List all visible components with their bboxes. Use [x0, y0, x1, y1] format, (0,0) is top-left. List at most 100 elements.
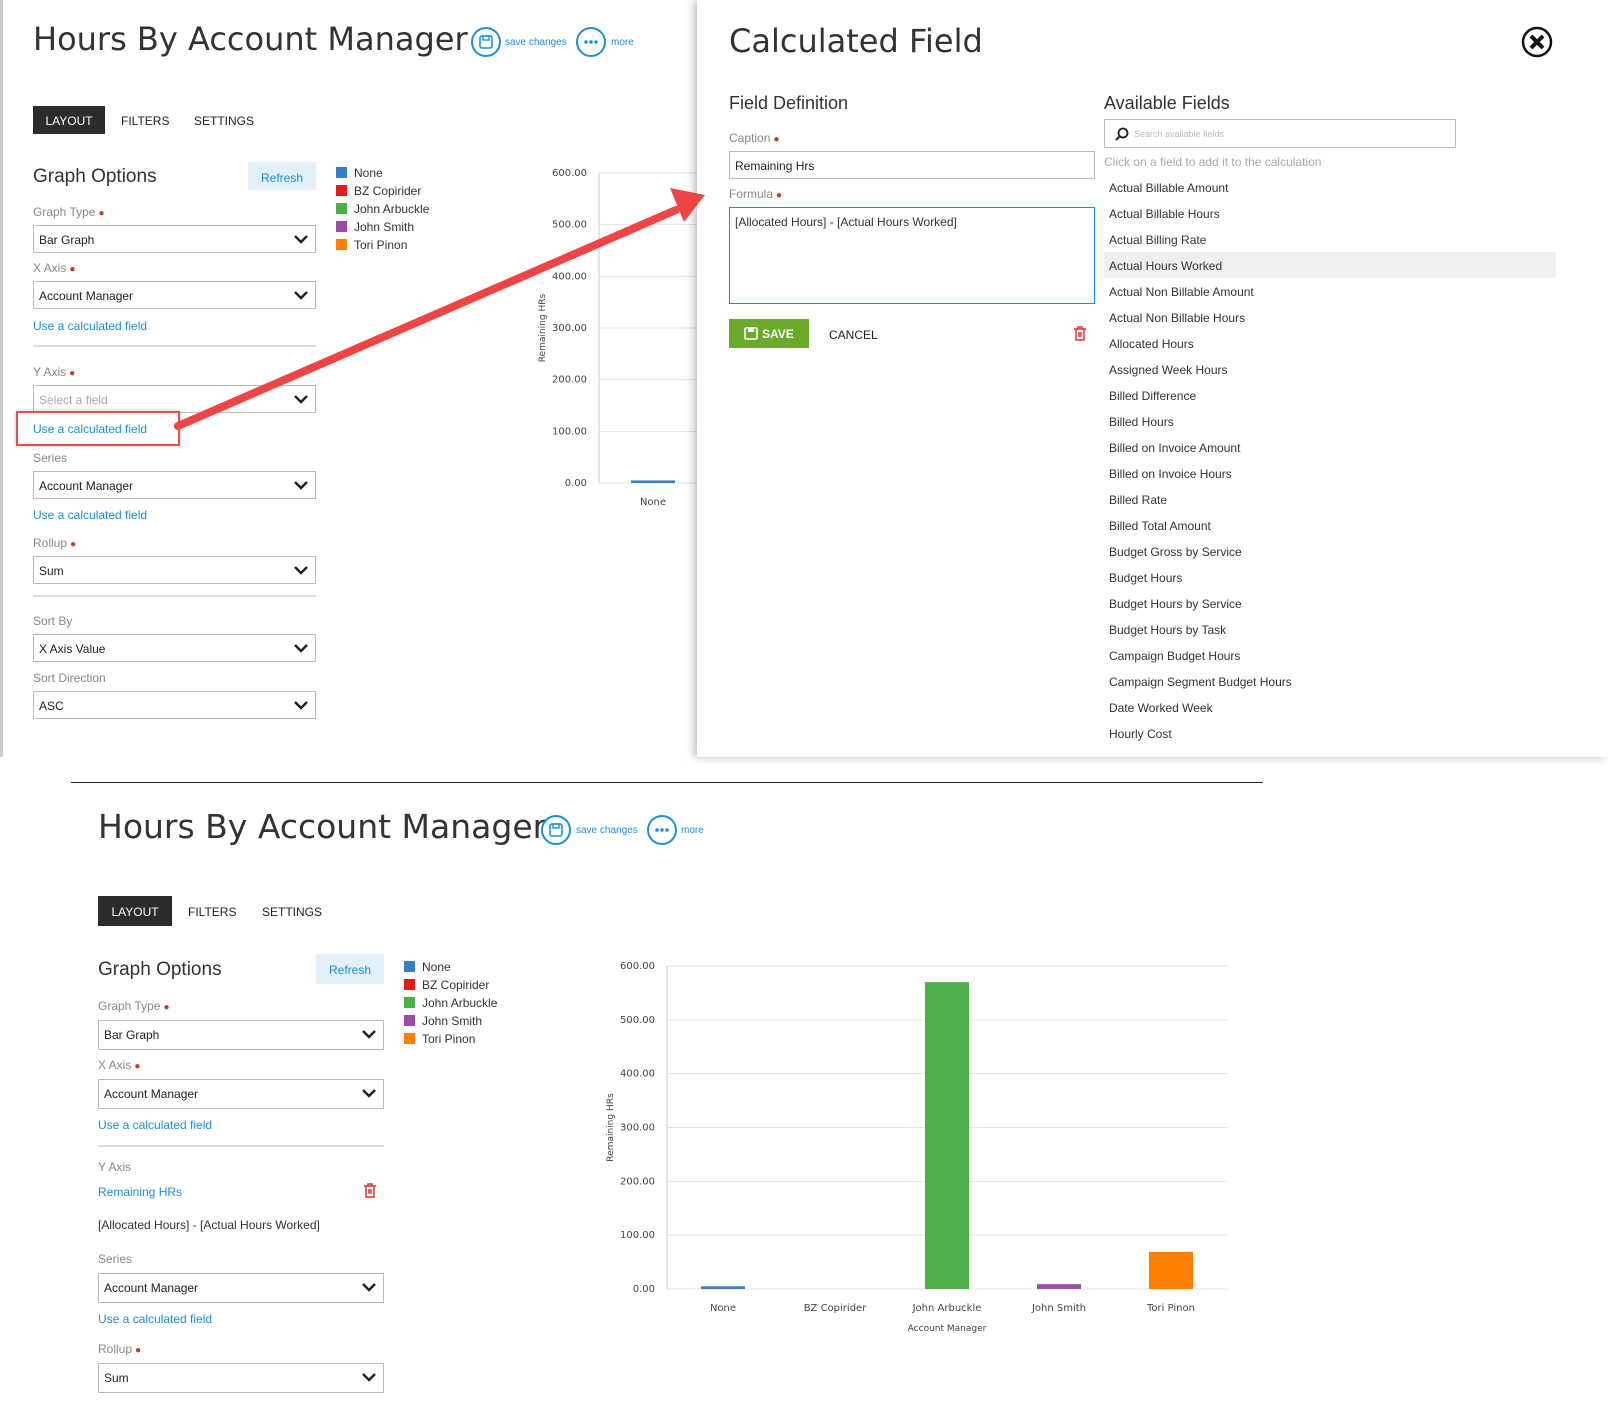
available-field-item[interactable]: Date Worked Week [1109, 701, 1213, 715]
save-button[interactable]: SAVE [729, 319, 809, 348]
report-title: Hours By Account Manager [98, 807, 547, 846]
available-field-item[interactable]: Billed Difference [1109, 389, 1197, 403]
bar-none[interactable] [701, 1286, 745, 1289]
y-axis-label: Y Axis ● [33, 365, 76, 379]
available-field-item[interactable]: Billed Hours [1109, 415, 1174, 429]
available-field-item[interactable]: Actual Non Billable Amount [1109, 285, 1254, 299]
available-fields-hint: Click on a field to add it to the calcul… [1104, 155, 1322, 169]
save-icon [744, 327, 758, 340]
legend-item-smith[interactable]: John Smith [336, 220, 429, 238]
series-calc-link[interactable]: Use a calculated field [98, 1312, 213, 1326]
y-tick-label: 200.00 [552, 375, 587, 386]
y-tick-label: 300.00 [620, 1123, 655, 1134]
trash-icon[interactable] [363, 1183, 377, 1198]
available-field-item[interactable]: Hourly Cost [1109, 727, 1172, 741]
sort-by-select[interactable]: X Axis Value [33, 634, 316, 662]
legend-item-none[interactable]: None [336, 166, 429, 184]
available-field-item[interactable]: Actual Billable Hours [1109, 207, 1220, 221]
available-field-item[interactable]: Campaign Segment Budget Hours [1109, 675, 1292, 689]
bar-john-smith[interactable] [1037, 1284, 1081, 1289]
available-field-item[interactable]: Actual Non Billable Hours [1109, 311, 1246, 325]
refresh-button[interactable]: Refresh [248, 162, 316, 190]
bottom-report-panel: Hours By Account Manager save changes mo… [0, 790, 1608, 1415]
series-select[interactable]: Account Manager [98, 1273, 384, 1303]
graph-type-select[interactable]: Bar Graph [33, 225, 316, 253]
y-axis-calc-link[interactable]: Use a calculated field [33, 422, 148, 436]
available-field-item[interactable]: Actual Hours Worked [1104, 252, 1556, 278]
tab-settings[interactable]: SETTINGS [194, 114, 255, 128]
save-changes-label[interactable]: save changes [505, 37, 567, 48]
y-axis-title: Remaining HRs [606, 1093, 616, 1162]
section-separator [71, 782, 1263, 783]
divider [33, 595, 316, 597]
save-icon [549, 823, 563, 837]
formula-textarea[interactable]: [Allocated Hours] - [Actual Hours Worked… [729, 207, 1095, 304]
available-field-item[interactable]: Actual Billing Rate [1109, 233, 1207, 247]
cancel-button[interactable]: CANCEL [829, 328, 878, 342]
save-changes-button[interactable] [471, 27, 501, 57]
bottom-bar-chart: Remaining HRs 0.00 100.00 200.00 300.00 400.0… [606, 961, 1227, 1334]
more-button[interactable] [576, 27, 606, 57]
bar-john-arbuckle[interactable] [925, 982, 969, 1289]
available-fields-heading: Available Fields [1104, 93, 1230, 113]
legend-item-tori[interactable]: Tori Pinon [404, 1032, 497, 1050]
available-field-item[interactable]: Billed Total Amount [1109, 519, 1211, 533]
tab-layout[interactable]: LAYOUT [98, 896, 172, 926]
chevron-down-icon [294, 291, 308, 300]
field-search-input[interactable]: Search available fields [1104, 119, 1456, 148]
available-field-item[interactable]: Billed on Invoice Amount [1109, 441, 1241, 455]
chevron-down-icon [362, 1089, 376, 1098]
available-field-item[interactable]: Budget Hours by Task [1109, 623, 1227, 637]
available-field-item[interactable]: Budget Hours by Service [1109, 597, 1242, 611]
legend-item-tori[interactable]: Tori Pinon [336, 238, 429, 256]
formula-label: Formula ● [729, 187, 783, 201]
legend-item-none[interactable]: None [404, 960, 497, 978]
available-field-item[interactable]: Budget Hours [1109, 571, 1183, 585]
refresh-button[interactable]: Refresh [316, 954, 384, 984]
available-field-item[interactable]: Assigned Week Hours [1109, 363, 1228, 377]
available-field-item[interactable]: Campaign Budget Hours [1109, 649, 1241, 663]
more-label[interactable]: more [611, 37, 634, 48]
caption-input[interactable]: Remaining Hrs [729, 151, 1095, 179]
tab-settings[interactable]: SETTINGS [262, 905, 323, 919]
y-axis-label: Y Axis [98, 1160, 132, 1174]
tab-filters[interactable]: FILTERS [188, 905, 237, 919]
series-select[interactable]: Account Manager [33, 471, 316, 499]
tab-layout[interactable]: LAYOUT [33, 106, 105, 134]
available-field-item[interactable]: Allocated Hours [1109, 337, 1194, 351]
series-label: Series [98, 1252, 133, 1266]
x-axis-calc-link[interactable]: Use a calculated field [33, 319, 148, 333]
legend-item-bz[interactable]: BZ Copirider [404, 978, 497, 996]
x-tick-label: Tori Pinon [1146, 1303, 1195, 1314]
save-changes-button[interactable] [541, 815, 571, 845]
x-axis-select[interactable]: Account Manager [98, 1079, 384, 1109]
rollup-select[interactable]: Sum [98, 1363, 384, 1393]
y-axis-field-name[interactable]: Remaining HRs [98, 1185, 183, 1199]
available-field-item[interactable]: Billed Rate [1109, 493, 1168, 507]
legend-item-arbuckle[interactable]: John Arbuckle [336, 202, 429, 220]
chevron-down-icon [294, 566, 308, 575]
legend-item-bz[interactable]: BZ Copirider [336, 184, 429, 202]
close-icon[interactable] [1521, 26, 1553, 58]
y-tick-label: 400.00 [620, 1069, 655, 1080]
rollup-select[interactable]: Sum [33, 556, 316, 584]
more-label[interactable]: more [681, 825, 704, 836]
x-axis-calc-link[interactable]: Use a calculated field [98, 1118, 213, 1132]
sort-direction-select[interactable]: ASC [33, 691, 316, 719]
more-button[interactable] [647, 815, 677, 845]
legend-item-smith[interactable]: John Smith [404, 1014, 497, 1032]
trash-icon[interactable] [1073, 326, 1087, 341]
available-field-item[interactable]: Budget Gross by Service [1109, 545, 1242, 559]
legend-item-arbuckle[interactable]: John Arbuckle [404, 996, 497, 1014]
bar-none[interactable] [631, 480, 675, 483]
graph-type-select[interactable]: Bar Graph [98, 1020, 384, 1050]
series-calc-link[interactable]: Use a calculated field [33, 508, 148, 522]
available-field-item[interactable]: Billed on Invoice Hours [1109, 467, 1232, 481]
graph-type-label: Graph Type ● [33, 205, 105, 219]
graph-type-label: Graph Type ● [98, 999, 170, 1013]
available-field-item[interactable]: Actual Billable Amount [1109, 181, 1229, 195]
x-axis-select[interactable]: Account Manager [33, 281, 316, 309]
bar-tori-pinon[interactable] [1149, 1251, 1193, 1289]
tab-filters[interactable]: FILTERS [121, 114, 170, 128]
save-changes-label[interactable]: save changes [576, 825, 638, 836]
